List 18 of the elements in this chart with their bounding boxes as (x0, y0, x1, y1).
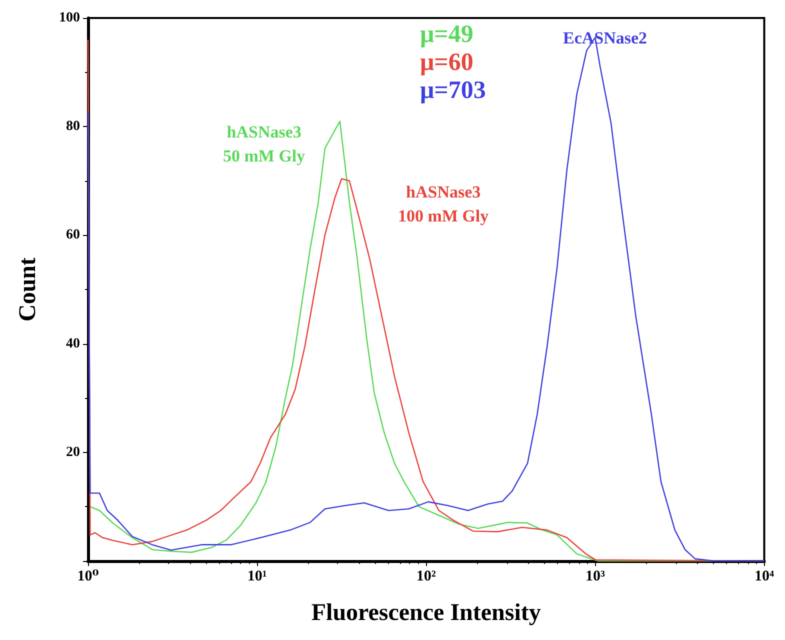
y-tick-label: 80 (66, 119, 80, 134)
y-tick-label: 60 (66, 228, 80, 243)
x-tick-label: 10¹ (247, 568, 267, 584)
y-tick-label: 20 (66, 444, 80, 460)
annotation: μ=703 (420, 77, 486, 104)
y-tick-label: 40 (66, 336, 80, 352)
y-axis-title: Count (15, 257, 41, 322)
series-label: EcASNase2 (562, 28, 648, 48)
x-tick-label: 10³ (585, 568, 606, 584)
x-axis-title: Fluorescence Intensity (311, 600, 541, 626)
text: hASNase3 100 mM Gly (398, 182, 490, 226)
x-tick-label: 10⁰ (77, 568, 100, 584)
annotation: μ=49 (420, 21, 474, 48)
y-tick-label: 100 (59, 10, 80, 26)
annotation: μ=60 (420, 49, 474, 76)
series-label: hASNase3 50 mM Gly (223, 122, 306, 166)
x-tick-label: 10⁴ (754, 568, 774, 584)
x-tick-label: 10² (416, 568, 436, 584)
